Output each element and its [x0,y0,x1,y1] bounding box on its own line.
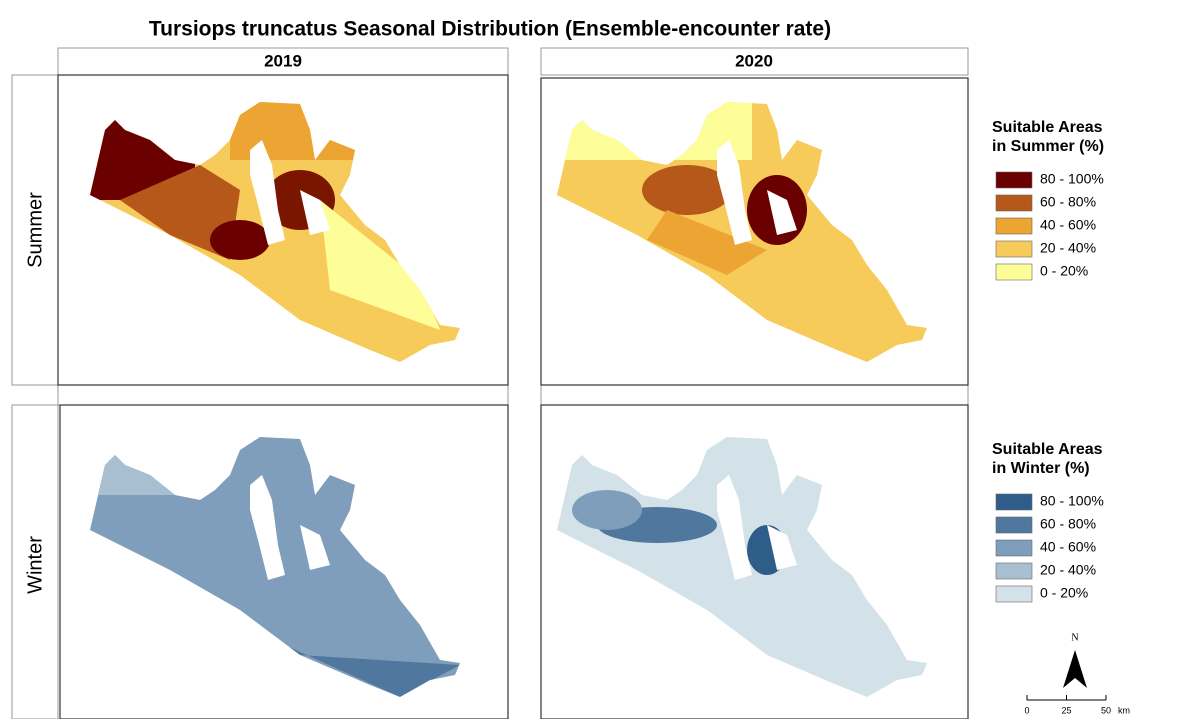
legend-label: 60 - 80% [1040,516,1096,532]
legend-label: 0 - 20% [1040,585,1088,601]
scale-label: 50 [1101,705,1111,715]
legend-label: 80 - 100% [1040,493,1104,509]
legend-swatch [996,264,1032,280]
legend-label: 40 - 60% [1040,217,1096,233]
legend-title: in Winter (%) [992,460,1090,477]
legend-swatch [996,195,1032,211]
scale-unit: km [1118,705,1130,715]
legend-swatch [996,540,1032,556]
legend-title: Suitable Areas [992,119,1103,136]
row-label: Winter [24,536,46,594]
title: Tursiops truncatus Seasonal Distribution… [149,18,831,41]
column-label: 2019 [264,51,302,70]
legend-swatch [996,563,1032,579]
legend-label: 80 - 100% [1040,171,1104,187]
legend-swatch [996,172,1032,188]
legend-swatch [996,241,1032,257]
column-label: 2020 [735,51,773,70]
legend-title: in Summer (%) [992,138,1104,155]
legend-swatch [996,218,1032,234]
row-label: Summer [24,192,46,268]
legend-swatch [996,517,1032,533]
legend-label: 0 - 20% [1040,263,1088,279]
figure: Tursiops truncatus Seasonal Distribution… [0,0,1178,719]
spacer [541,385,968,405]
legend-label: 20 - 40% [1040,240,1096,256]
legend-swatch [996,586,1032,602]
legend-label: 20 - 40% [1040,562,1096,578]
legend-label: 40 - 60% [1040,539,1096,555]
legend-label: 60 - 80% [1040,194,1096,210]
legend-title: Suitable Areas [992,441,1103,458]
legend-swatch [996,494,1032,510]
scale-label: 25 [1061,705,1071,715]
spacer [58,385,508,405]
scale-label: 0 [1024,705,1029,715]
north-label: N [1071,632,1078,643]
